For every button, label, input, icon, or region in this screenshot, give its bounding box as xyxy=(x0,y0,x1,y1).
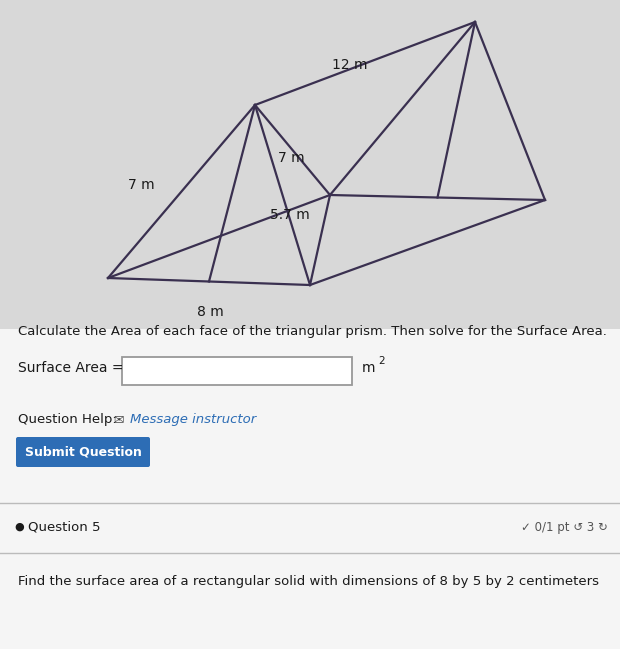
Text: 2: 2 xyxy=(378,356,384,366)
Text: Message instructor: Message instructor xyxy=(130,413,256,426)
Text: Submit Question: Submit Question xyxy=(25,445,141,458)
Text: m: m xyxy=(362,361,376,375)
FancyBboxPatch shape xyxy=(16,437,150,467)
Text: ✉: ✉ xyxy=(113,413,123,426)
Text: ✓ 0/1 pt ↺ 3 ↻: ✓ 0/1 pt ↺ 3 ↻ xyxy=(521,520,608,533)
Text: 7 m: 7 m xyxy=(278,151,304,165)
Text: Calculate the Area of each face of the triangular prism. Then solve for the Surf: Calculate the Area of each face of the t… xyxy=(18,325,607,338)
Text: Find the surface area of a rectangular solid with dimensions of 8 by 5 by 2 cent: Find the surface area of a rectangular s… xyxy=(18,576,599,589)
FancyBboxPatch shape xyxy=(0,329,620,649)
Text: Surface Area =: Surface Area = xyxy=(18,361,123,375)
Text: ●: ● xyxy=(14,522,24,532)
Text: 8 m: 8 m xyxy=(197,305,223,319)
Text: Question 5: Question 5 xyxy=(28,520,100,533)
Text: Question Help:: Question Help: xyxy=(18,413,117,426)
Text: 12 m: 12 m xyxy=(332,58,368,72)
FancyBboxPatch shape xyxy=(122,357,352,385)
Text: 5.7 m: 5.7 m xyxy=(270,208,310,222)
Text: 7 m: 7 m xyxy=(128,178,155,192)
